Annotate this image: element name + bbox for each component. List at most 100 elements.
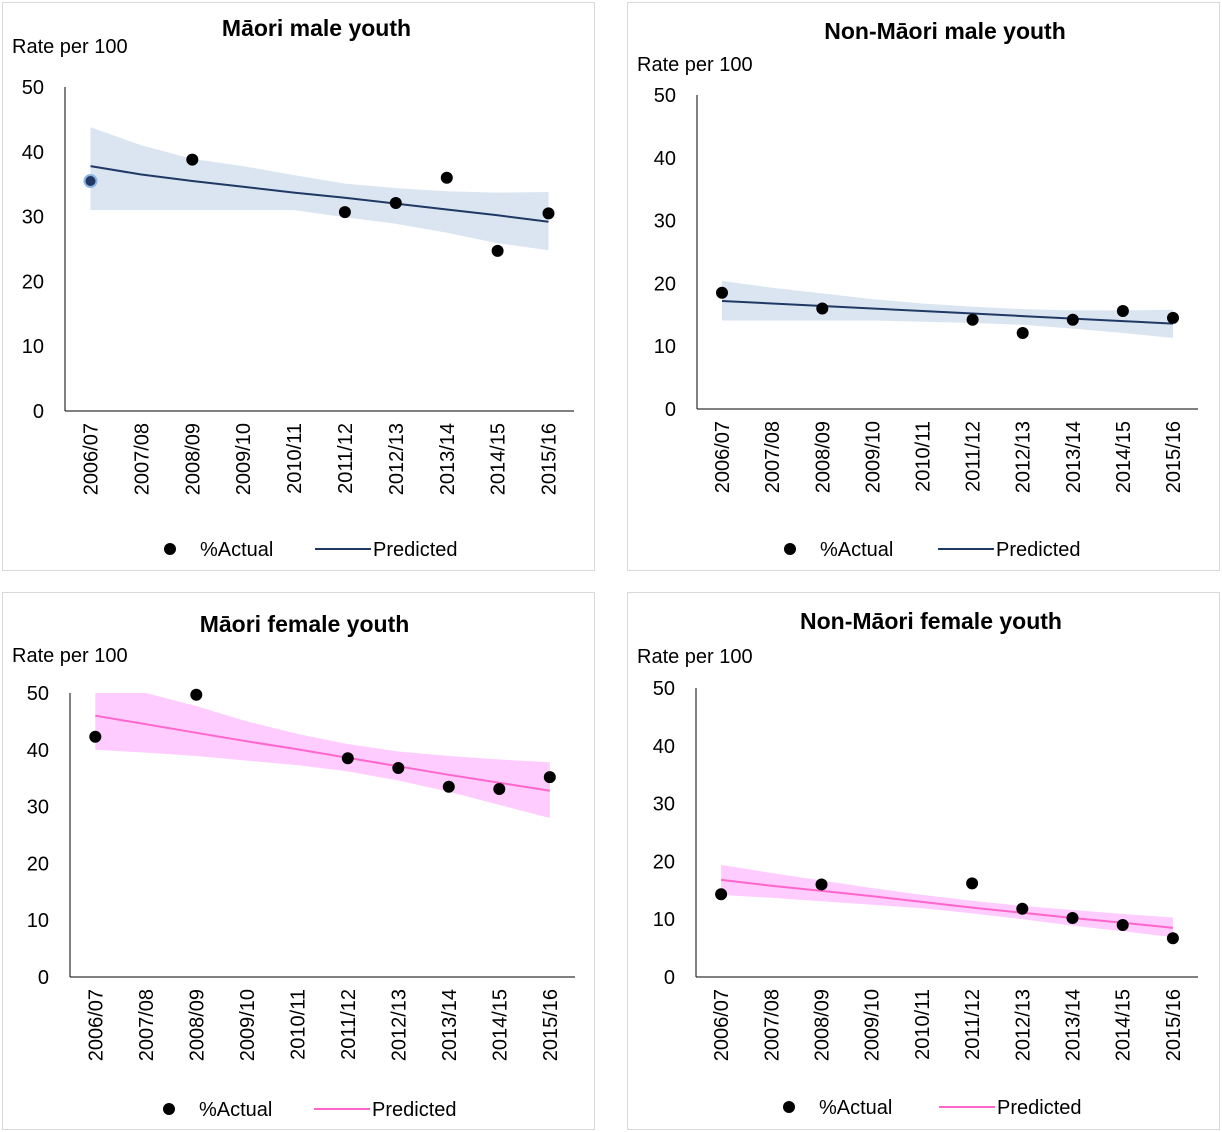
y-tick-label: 20 (27, 853, 49, 875)
x-tick-label: 2015/16 (539, 423, 561, 495)
data-point (83, 174, 98, 188)
y-tick-label: 10 (27, 910, 49, 932)
chart-svg: 0 10 20 30 40 50 2006/07 2007/08 2008/09 2009/10 2… (22, 77, 574, 561)
x-tick-label: 2012/13 (386, 423, 408, 495)
x-tick-label: 2011/12 (963, 421, 985, 492)
y-tick-label: 30 (27, 797, 49, 819)
data-point (440, 171, 453, 184)
y-tick-label: 20 (654, 273, 676, 295)
legend-marker-actual (784, 543, 796, 555)
legend-label-predicted: Predicted (373, 539, 458, 561)
x-tick-label: 2008/09 (182, 423, 204, 495)
y-tick-label: 10 (22, 336, 44, 358)
x-tick-label: 2007/08 (761, 989, 783, 1061)
x-tick-label: 2014/15 (489, 989, 511, 1061)
chart-svg: 0 10 20 30 40 50 2006/07 2007/08 2008/09 2009/10 2… (653, 678, 1198, 1119)
x-tick-label: 2006/07 (85, 989, 107, 1061)
legend-marker-actual (783, 1101, 795, 1113)
x-tick-label: 2010/11 (287, 989, 309, 1060)
x-tick-label: 2014/15 (1113, 421, 1135, 493)
y-tick-label: 30 (22, 207, 44, 229)
data-point (491, 244, 504, 257)
data-point (543, 771, 556, 784)
x-tick-label: 2008/09 (186, 989, 208, 1061)
x-tick-label: 2015/16 (1163, 421, 1185, 493)
data-point (716, 286, 728, 299)
legend-marker-actual (163, 1103, 175, 1115)
x-tick-label: 2010/11 (912, 421, 934, 492)
legend-label-predicted: Predicted (372, 1099, 457, 1121)
x-tick-label: 2006/07 (711, 989, 733, 1061)
y-axis-unit-label: Rate per 100 (12, 645, 128, 667)
x-tick-label: 2006/07 (80, 423, 102, 495)
legend-label-actual: %Actual (819, 1097, 892, 1119)
data-point (1066, 912, 1079, 924)
chart-title: Māori male youth (221, 15, 412, 41)
y-axis-unit-label: Rate per 100 (637, 646, 753, 668)
y-tick-label: 40 (27, 740, 49, 762)
x-tick-label: 2012/13 (388, 989, 410, 1061)
x-tick-label: 2013/14 (1063, 421, 1085, 493)
x-tick-label: 2011/12 (335, 423, 357, 494)
y-tick-label: 40 (654, 148, 676, 170)
chart-title: Non-Māori male youth (824, 18, 1066, 44)
x-tick-label: 2009/10 (233, 423, 255, 495)
x-tick-label: 2008/09 (812, 421, 834, 493)
data-point (715, 888, 728, 901)
y-axis-unit-label: Rate per 100 (637, 54, 753, 76)
predicted-line (95, 714, 550, 792)
data-point (1166, 932, 1179, 945)
x-tick-label: 2009/10 (237, 989, 259, 1061)
legend-label-actual: %Actual (200, 539, 273, 561)
legend-label-predicted: Predicted (996, 539, 1081, 561)
x-tick-label: 2008/09 (812, 989, 834, 1061)
x-tick-label: 2009/10 (862, 989, 884, 1061)
y-tick-label: 40 (22, 142, 44, 164)
x-tick-label: 2009/10 (862, 421, 884, 493)
data-point (815, 878, 828, 891)
legend-marker-actual (164, 543, 176, 555)
legend-label-actual: %Actual (820, 539, 893, 561)
y-tick-label: 50 (654, 85, 676, 107)
x-tick-label: 2013/14 (439, 989, 461, 1061)
chart-panel-maori-female: Māori female youth Rate per 100 0 10 20 30 4… (2, 592, 595, 1130)
x-tick-label: 2014/15 (488, 423, 510, 495)
chart-title: Non-Māori female youth (800, 608, 1062, 634)
x-tick-label: 2007/08 (131, 423, 153, 495)
x-tick-label: 2013/14 (437, 423, 459, 495)
y-tick-label: 0 (664, 967, 675, 989)
y-tick-label: 10 (654, 336, 676, 358)
chart-svg: 0 10 20 30 40 50 2006/07 2007/08 2008/09 2009/10 2… (654, 85, 1198, 561)
y-tick-label: 0 (33, 401, 44, 423)
y-tick-label: 30 (654, 211, 676, 233)
x-tick-label: 2007/08 (762, 421, 784, 493)
data-point (966, 877, 979, 890)
confidence-band (95, 693, 550, 818)
x-tick-label: 2015/16 (540, 989, 562, 1061)
x-tick-label: 2010/11 (912, 989, 934, 1060)
data-point (338, 206, 351, 219)
chart-svg: 0 10 20 30 40 50 2006/07 2007/08 2008/09 2009/10 2… (27, 683, 575, 1121)
x-tick-label: 2007/08 (136, 989, 158, 1061)
data-point (966, 313, 979, 326)
x-tick-label: 2012/13 (1012, 989, 1034, 1061)
y-tick-label: 0 (38, 967, 49, 989)
data-point (1066, 313, 1079, 326)
x-tick-label: 2014/15 (1113, 989, 1135, 1061)
y-tick-label: 50 (653, 678, 675, 700)
data-point (816, 302, 829, 315)
x-tick-label: 2015/16 (1163, 989, 1185, 1061)
data-point (1167, 311, 1179, 324)
data-point (186, 153, 199, 166)
x-tick-label: 2012/13 (1013, 421, 1035, 493)
chart-panel-non-maori-female: Non-Māori female youth Rate per 100 0 10 2… (627, 592, 1220, 1130)
legend-label-actual: %Actual (199, 1099, 272, 1121)
y-tick-label: 20 (653, 851, 675, 873)
x-tick-label: 2011/12 (962, 989, 984, 1060)
predicted-line (721, 300, 1174, 325)
data-point (392, 762, 405, 774)
y-tick-label: 0 (665, 399, 676, 421)
y-tick-label: 50 (27, 683, 49, 705)
confidence-band (722, 280, 1173, 338)
predicted-line (90, 165, 549, 223)
